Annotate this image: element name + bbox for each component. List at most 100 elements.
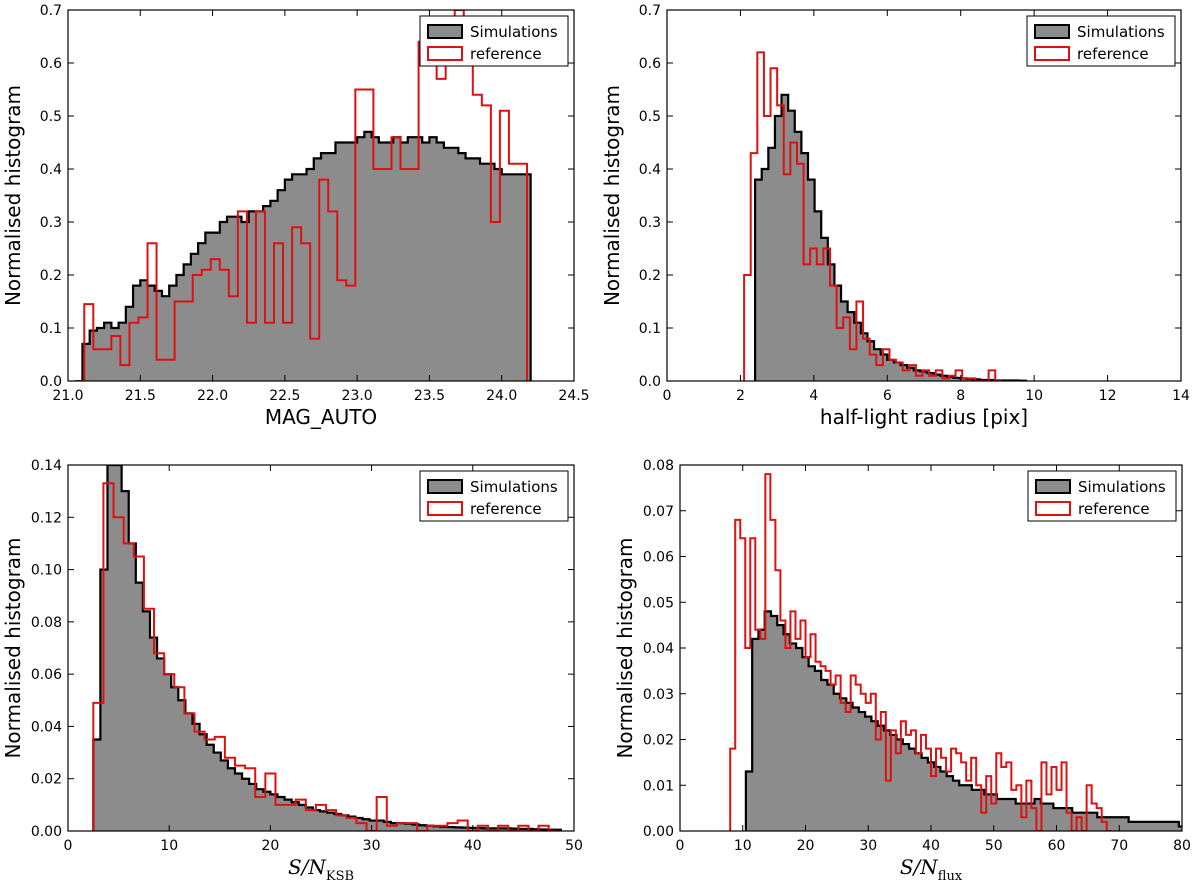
bar-simulations-13 [827,684,835,831]
bar-simulations-25 [920,371,928,381]
bar-simulations-46 [414,137,423,381]
bar-simulations-19 [219,222,228,381]
bar-simulations-26 [277,797,285,831]
bar-simulations-56 [1097,817,1104,831]
bar-simulations-48 [1047,803,1054,831]
bar-simulations-14 [192,723,200,831]
legend-label-reference: reference [1077,45,1149,63]
y-tick-label: 0.6 [40,56,62,72]
bar-simulations-63 [1141,821,1148,831]
bar-simulations-33 [321,153,329,381]
x-tick-label: 20 [797,838,815,854]
bar-simulations-29 [292,174,300,381]
bar-simulations-48 [429,137,438,381]
bar-simulations-59 [1116,817,1123,831]
legend: Simulations reference [1027,470,1177,522]
y-tick-label: 0.10 [31,563,62,579]
bar-simulations-5 [788,110,796,381]
plot-area [743,51,1028,381]
bar-simulations-29 [298,804,307,831]
bar-simulations-45 [407,137,416,381]
x-tick-label: 14 [1172,388,1190,404]
x-tick-label: 70 [1110,838,1128,854]
bar-simulations-11 [161,296,170,381]
bar-simulations-58 [501,174,510,381]
y-tick-label: 0.04 [31,719,62,735]
bar-simulations-54 [472,158,481,381]
bar-simulations-6 [135,582,144,831]
y-tick-label: 0.3 [639,215,661,231]
x-tick-label: 21.0 [52,388,83,404]
x-tick-label: 24.0 [486,388,517,404]
bar-simulations-51 [1065,808,1073,831]
bar-simulations-9 [157,658,165,831]
bar-simulations-66 [1160,821,1167,831]
bar-simulations-52 [461,827,470,831]
bar-simulations-52 [1072,812,1079,831]
bar-simulations-1 [89,330,98,381]
x-tick-label: 0 [663,388,672,404]
x-tick-label: 21.5 [125,388,156,404]
legend: Simulations reference [1026,15,1176,67]
bar-simulations-31 [312,810,321,831]
legend-swatch-reference [427,501,463,516]
bar-simulations-35 [335,142,344,381]
bar-simulations-7 [789,643,797,831]
x-tick-label: 22.5 [269,388,300,404]
y-axis-label: Normalised histogram [613,537,637,758]
y-tick-label: 0.2 [40,268,62,284]
y-tick-label: 0.1 [40,321,62,337]
bar-simulations-10 [808,666,816,831]
bar-simulations-28 [284,179,293,381]
bar-simulations-48 [433,826,441,831]
y-tick-label: 0.2 [639,268,661,284]
legend: Simulations reference [419,470,569,522]
y-tick-label: 0.12 [31,510,62,526]
legend: Simulations reference [419,15,569,67]
bar-simulations-2 [768,147,776,381]
bar-simulations-67 [1166,821,1173,831]
bar-simulations-39 [364,131,372,381]
x-tick-label: 30 [859,838,877,854]
bar-simulations-69 [1178,826,1182,831]
bar-simulations-18 [858,712,866,831]
bar-simulations-14 [833,693,841,831]
y-tick-label: 0.05 [643,595,674,611]
bar-simulations-57 [497,828,505,831]
y-tick-label: 0.08 [31,615,62,631]
bar-simulations-43 [393,137,401,381]
bar-simulations-21 [877,725,885,831]
bar-simulations-43 [1015,803,1023,831]
bar-simulations-12 [169,285,177,381]
x-tick-label: 6 [883,388,892,404]
bar-simulations-15 [854,322,862,381]
bar-simulations-56 [487,163,495,381]
bar-simulations-11 [171,687,179,831]
plot-area [729,473,1182,831]
bar-simulations-29 [927,762,935,831]
bar-simulations-27 [933,374,941,381]
series-outline-reference [92,482,559,831]
y-tick-label: 0.02 [643,733,674,749]
bar-simulations-3 [764,611,772,831]
y-tick-label: 0.00 [643,824,674,840]
legend-swatch-simulations [1035,479,1071,494]
bar-simulations-34 [334,814,342,831]
bar-simulations-25 [902,744,910,831]
bar-simulations-60 [516,174,524,381]
bar-simulations-2 [96,328,105,381]
series-outline-reference [729,473,1112,831]
bar-simulations-27 [284,799,293,831]
bar-simulations-17 [205,232,213,381]
bar-simulations-21 [234,216,242,381]
chart-4: 0 10 20 30 40 50 60 70 80 0.00 0.01 0.02 0.03 0.04 0.0… [613,458,1191,884]
bar-simulations-24 [896,739,904,831]
bar-simulations-30 [953,377,961,381]
y-tick-label: 0.5 [639,109,661,125]
y-tick-label: 0.7 [40,3,62,19]
bar-simulations-26 [909,748,916,831]
bar-simulations-46 [419,825,427,831]
bar-simulations-0 [755,179,763,381]
bar-simulations-31 [959,378,967,381]
bar-simulations-12 [821,680,828,831]
